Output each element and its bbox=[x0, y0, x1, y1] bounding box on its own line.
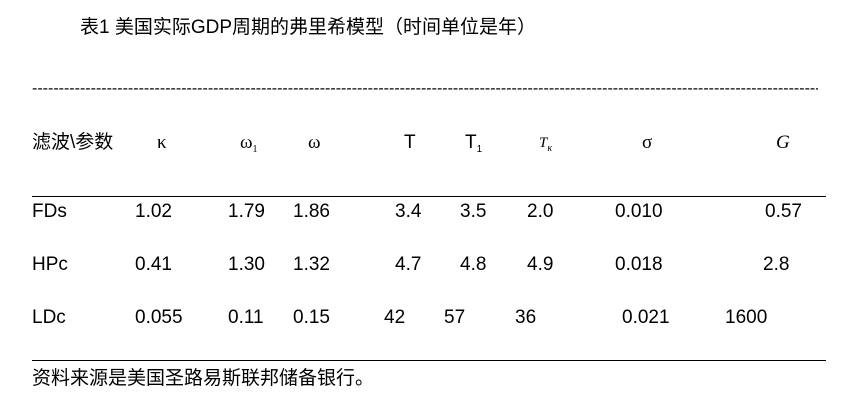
table-cell: 1.32 bbox=[293, 254, 330, 275]
header-cell: ω bbox=[308, 132, 321, 153]
table-cell: 0.021 bbox=[622, 307, 670, 328]
table-cell: 57 bbox=[444, 307, 466, 328]
table-cell: 42 bbox=[384, 307, 406, 328]
table-cell: 1.79 bbox=[228, 201, 265, 222]
table-cell: 1600 bbox=[725, 307, 768, 328]
header-sub: 1 bbox=[476, 144, 483, 155]
table-cell: 2.8 bbox=[763, 254, 790, 275]
row-label: LDc bbox=[32, 307, 66, 328]
table-cell: 3.5 bbox=[460, 201, 487, 222]
header-cell: T1 bbox=[465, 132, 482, 161]
header-cell: 滤波\参数 bbox=[32, 132, 114, 153]
row-label: HPc bbox=[32, 254, 68, 275]
table-cell: 1.86 bbox=[293, 201, 330, 222]
header-text: T bbox=[539, 135, 548, 151]
title: 表1 美国实际GDP周期的弗里希模型（时间单位是年） bbox=[80, 17, 537, 38]
separator: ----------------------------------------… bbox=[32, 80, 818, 97]
header-sub: 1 bbox=[252, 144, 258, 155]
table-cell: 1.30 bbox=[228, 254, 265, 275]
header-cell: G bbox=[776, 132, 790, 153]
row-label: FDs bbox=[32, 201, 67, 222]
header-cell: κ bbox=[157, 132, 167, 153]
table-cell: 2.0 bbox=[527, 201, 554, 222]
header-text: ω bbox=[240, 132, 253, 153]
table-cell: 0.41 bbox=[135, 254, 172, 275]
table-cell: 0.055 bbox=[135, 307, 183, 328]
table-cell: 0.11 bbox=[228, 307, 264, 328]
table-cell: 0.15 bbox=[293, 307, 330, 328]
header-text: T bbox=[465, 132, 477, 153]
table-cell: 36 bbox=[515, 307, 537, 328]
header-cell: T bbox=[404, 132, 416, 153]
table-cell: 4.8 bbox=[460, 254, 487, 275]
table-cell: 1.02 bbox=[135, 201, 172, 222]
table-cell: 0.57 bbox=[765, 201, 802, 222]
table-rule bbox=[32, 360, 826, 361]
table-cell: 0.018 bbox=[615, 254, 663, 275]
header-cell: ω1 bbox=[240, 132, 258, 161]
table-cell: 4.9 bbox=[527, 254, 554, 275]
table-cell: 0.010 bbox=[615, 201, 663, 222]
header-sub: κ bbox=[547, 143, 553, 154]
table-cell: 3.4 bbox=[395, 201, 422, 222]
source-note: 资料来源是美国圣路易斯联邦储备银行。 bbox=[32, 368, 375, 389]
table-rule bbox=[32, 196, 826, 197]
header-cell: Tκ bbox=[539, 132, 552, 160]
table-cell: 4.7 bbox=[395, 254, 422, 275]
header-cell: σ bbox=[642, 132, 653, 153]
